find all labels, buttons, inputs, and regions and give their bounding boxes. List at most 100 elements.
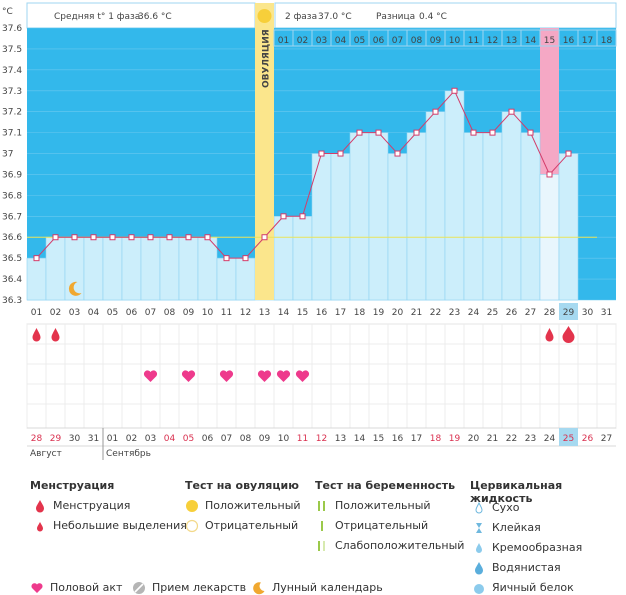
temperature-point xyxy=(565,150,572,157)
temperature-bar xyxy=(387,153,408,301)
temperature-bar xyxy=(45,236,66,301)
temperature-point xyxy=(489,129,496,136)
calendar-date: 07 xyxy=(221,434,232,444)
intercourse-heart xyxy=(219,370,234,382)
cycle-day-label: 16 xyxy=(316,308,328,318)
temperature-bar xyxy=(121,236,142,301)
y-unit-label: °C xyxy=(2,7,13,17)
phase2-day-label: 06 xyxy=(373,36,385,46)
temperature-point xyxy=(356,129,363,136)
temperature-bar xyxy=(444,90,465,301)
phase2-day-label: 09 xyxy=(430,36,442,46)
legend-menstruation-label: Менструация xyxy=(53,499,131,512)
cycle-day-label: 03 xyxy=(69,308,80,318)
calendar-date: 22 xyxy=(506,434,517,444)
temperature-bar xyxy=(159,236,180,301)
menstruation-drop xyxy=(51,328,60,342)
y-tick-label: 37.3 xyxy=(2,87,22,97)
temperature-point xyxy=(261,234,268,241)
legend-cervical-dry-label: Сухо xyxy=(492,501,520,514)
legend-ovtest-title: Тест на овуляцию xyxy=(185,479,299,492)
cycle-day-label: 23 xyxy=(449,308,460,318)
temperature-bar xyxy=(482,132,503,301)
temperature-point xyxy=(185,234,192,241)
calendar-date: 09 xyxy=(259,434,271,444)
legend-pregtest-negative-label: Отрицательный xyxy=(335,519,429,532)
y-tick-label: 36.4 xyxy=(2,275,22,285)
cycle-day-label: 22 xyxy=(430,308,441,318)
temperature-point xyxy=(52,234,59,241)
phase2-day-label: 10 xyxy=(449,36,461,46)
legend-pregtest-title: Тест на беременность xyxy=(315,479,456,492)
calendar-date: 12 xyxy=(316,434,327,444)
phase2-day-ticks: 01 02 03 04 05 06 07 08 09 10 11 12 13 14 15 16 17 18 xyxy=(273,29,617,47)
phase2-day-label: 08 xyxy=(411,36,423,46)
temperature-point xyxy=(147,234,154,241)
sun-outline-icon xyxy=(185,519,199,533)
legend-cervical-sticky-label: Клейкая xyxy=(492,521,541,534)
ovulation-label: ОВУЛЯЦИЯ xyxy=(262,29,272,88)
temperature-bar xyxy=(83,236,104,301)
legend-pregtest-weak-label: Слабоположительный xyxy=(335,539,465,552)
temperature-point xyxy=(204,234,211,241)
temperature-point xyxy=(546,171,553,178)
calendar-date: 30 xyxy=(69,434,81,444)
cycle-day-label: 30 xyxy=(582,308,594,318)
y-tick-label: 36.9 xyxy=(2,170,22,180)
ovulation-column xyxy=(255,3,274,300)
temperature-point xyxy=(508,108,515,115)
calendar-dates: 28 29 30 31 01 02 03 04 05 06 07 08 09 10 11 12 13 14 15 16… xyxy=(27,427,616,460)
calendar-today-marker xyxy=(559,428,578,446)
month-august: Август xyxy=(30,449,62,459)
diff-value: 0.4 °C xyxy=(419,12,447,22)
temperature-point xyxy=(337,150,344,157)
legend-moon-label: Лунный календарь xyxy=(272,581,383,594)
temperature-point xyxy=(451,87,458,94)
calendar-date: 26 xyxy=(582,434,594,444)
temperature-bar xyxy=(197,236,218,301)
cycle-day-label: 08 xyxy=(164,308,176,318)
temperature-bar xyxy=(273,216,294,301)
menstruation-drop-large xyxy=(562,326,575,343)
intercourse-heart xyxy=(143,370,158,382)
cycle-day-label: 20 xyxy=(392,308,404,318)
heart-icon xyxy=(31,583,43,593)
calendar-date: 20 xyxy=(468,434,480,444)
one-line-icon xyxy=(321,521,323,531)
y-tick-label: 37.1 xyxy=(2,129,22,139)
two-lines-icon xyxy=(318,501,325,511)
phase2-day-label: 17 xyxy=(582,36,593,46)
phase2-day-label: 11 xyxy=(468,36,479,46)
symptoms-grid xyxy=(26,323,617,429)
temperature-point xyxy=(527,129,534,136)
legend-ovtest-positive-label: Положительный xyxy=(205,499,301,512)
y-tick-label: 37.6 xyxy=(2,24,22,34)
phase2-day-row xyxy=(273,29,617,47)
menstruation-drop xyxy=(32,328,41,342)
calendar-date: 23 xyxy=(525,434,536,444)
temperature-point xyxy=(109,234,116,241)
drop-large-icon xyxy=(36,500,44,513)
intercourse-heart xyxy=(257,370,272,382)
cycle-day-label: 13 xyxy=(259,308,270,318)
temperature-bar xyxy=(235,257,256,301)
legend-cervical-eggwhite-label: Яичный белок xyxy=(492,581,574,594)
calendar-date: 21 xyxy=(487,434,498,444)
calendar-date: 06 xyxy=(202,434,214,444)
calendar-date: 14 xyxy=(354,434,366,444)
temperature-bars xyxy=(26,90,579,301)
temperature-bar xyxy=(178,236,199,301)
moon-icon xyxy=(68,281,82,296)
temperature-point xyxy=(166,234,173,241)
cycle-day-label: 11 xyxy=(221,308,232,318)
temperature-bar xyxy=(216,257,237,301)
intercourse-heart xyxy=(181,370,196,382)
drop-small-icon xyxy=(37,522,43,532)
temperature-bar xyxy=(520,132,541,301)
calendar-date: 08 xyxy=(240,434,252,444)
creamy-drop-icon xyxy=(476,543,482,553)
cycle-day-label: 25 xyxy=(487,308,498,318)
pill-icon xyxy=(133,582,145,594)
egg-white-icon xyxy=(474,584,484,594)
legend-cervical-creamy-label: Кремообразная xyxy=(492,541,583,554)
